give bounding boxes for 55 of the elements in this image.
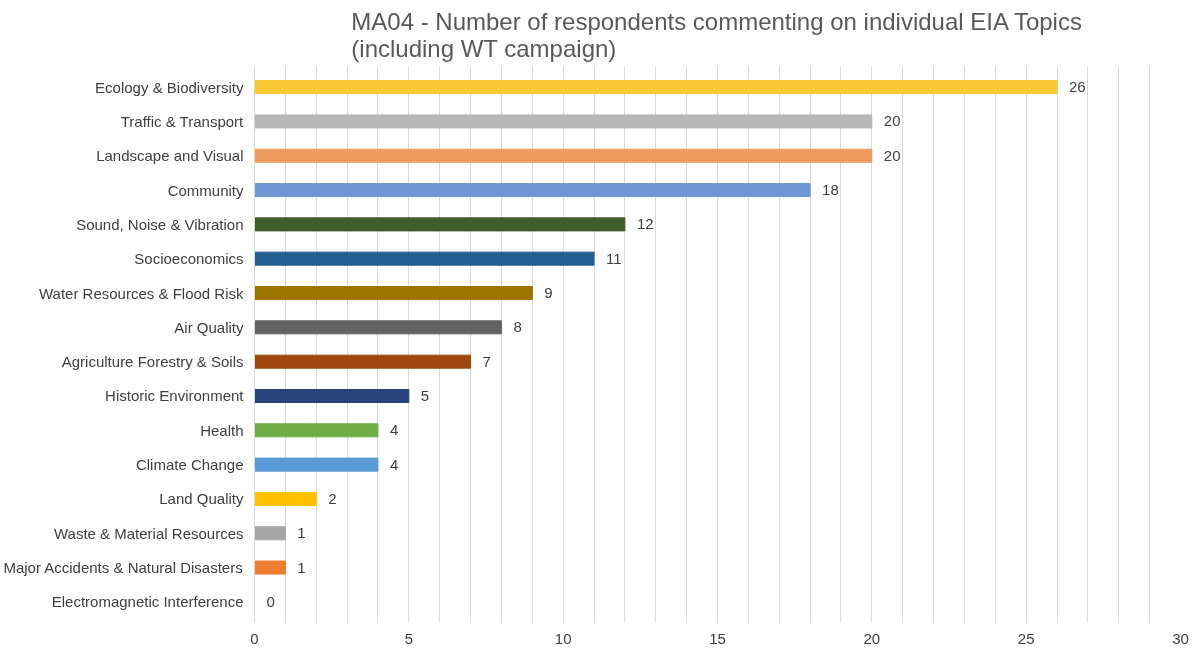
data-label: 11: [606, 249, 622, 267]
data-label: 8: [513, 318, 522, 336]
bar: [254, 457, 379, 472]
y-tick-label: Health: [200, 421, 244, 439]
bar: [254, 148, 873, 163]
y-tick-label: Waste & Material Resources: [53, 524, 244, 542]
bar: [254, 526, 286, 541]
data-label: 0: [266, 592, 275, 610]
x-tick-label: 5: [404, 629, 414, 647]
x-tick-label: 15: [709, 629, 726, 647]
bar: [254, 183, 811, 198]
y-tick-label: Land Quality: [159, 490, 244, 508]
y-tick-label: Agriculture Forestry & Soils: [61, 353, 244, 371]
bar: [254, 114, 873, 129]
bar: [254, 320, 502, 335]
bar: [254, 560, 286, 575]
bar: [254, 286, 533, 301]
data-label: 4: [389, 421, 399, 439]
bar: [254, 491, 317, 506]
y-tick-label: Water Resources & Flood Risk: [38, 284, 244, 302]
x-tick-label: 30: [1172, 629, 1189, 647]
data-label: 18: [822, 181, 839, 199]
data-label: 2: [328, 489, 337, 507]
y-tick-label: Community: [167, 181, 244, 199]
x-tick-label: 0: [250, 629, 259, 647]
data-label: 5: [420, 386, 430, 404]
y-tick-label: Climate Change: [135, 456, 244, 474]
data-label: 9: [544, 284, 553, 302]
bar: [254, 251, 595, 266]
y-tick-label: Major Accidents & Natural Disasters: [3, 559, 243, 577]
data-label: 26: [1069, 78, 1086, 96]
data-label: 4: [389, 455, 399, 473]
data-label: 12: [636, 215, 654, 233]
data-label: 1: [297, 524, 306, 542]
y-tick-label: Sound, Noise & Vibration: [76, 215, 244, 233]
x-tick-label: 25: [1017, 629, 1035, 647]
bar: [254, 80, 1058, 95]
y-tick-label: Electromagnetic Interference: [51, 593, 244, 611]
bar: [254, 354, 472, 369]
x-tick-label: 20: [863, 629, 881, 647]
data-label: 20: [883, 146, 901, 164]
x-tick-label: 10: [554, 629, 572, 647]
y-tick-label: Ecology & Biodiversity: [95, 78, 244, 96]
bar: [254, 217, 626, 232]
y-tick-label: Traffic & Transport: [120, 112, 245, 130]
data-label: 20: [883, 112, 901, 130]
chart-title: MA04 - Number of respondents commenting on individual EIA Topics (including WT campaign): [351, 7, 1082, 62]
y-tick-label: Historic Environment: [105, 387, 245, 405]
bar: [254, 423, 379, 438]
y-tick-label: Landscape and Visual: [96, 147, 244, 165]
y-tick-label: Air Quality: [174, 318, 244, 336]
bar: [254, 388, 410, 403]
data-label: 7: [482, 352, 491, 370]
y-tick-label: Socioeconomics: [134, 250, 244, 268]
data-label: 1: [297, 558, 306, 576]
